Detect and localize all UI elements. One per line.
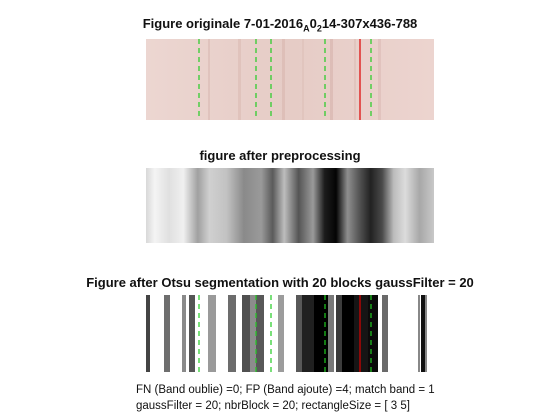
preprocessed-strip-image [146, 168, 434, 243]
faint-band [378, 39, 381, 120]
preprocessed-gradient [146, 168, 434, 243]
otsu-figure-title: Figure after Otsu segmentation with 20 b… [86, 275, 474, 290]
faint-band [238, 39, 241, 120]
faint-band [330, 39, 333, 120]
faint-band [208, 39, 210, 120]
original-strip-image [146, 39, 434, 120]
parameters-summary-line: gaussFilter = 20; nbrBlock = 20; rectang… [136, 400, 410, 412]
faint-band [302, 39, 304, 120]
otsu-bands [146, 295, 427, 372]
otsu-strip-image [146, 295, 434, 372]
faint-band [354, 39, 356, 120]
results-summary-line: FN (Band oublie) =0; FP (Band ajoute) =4… [136, 384, 435, 396]
preprocessing-figure-title: figure after preprocessing [199, 148, 361, 163]
faint-band [282, 39, 285, 120]
original-figure-title: Figure originale 7-01-2016A0214-307x436-… [142, 16, 418, 34]
original-strip-background [146, 39, 434, 120]
